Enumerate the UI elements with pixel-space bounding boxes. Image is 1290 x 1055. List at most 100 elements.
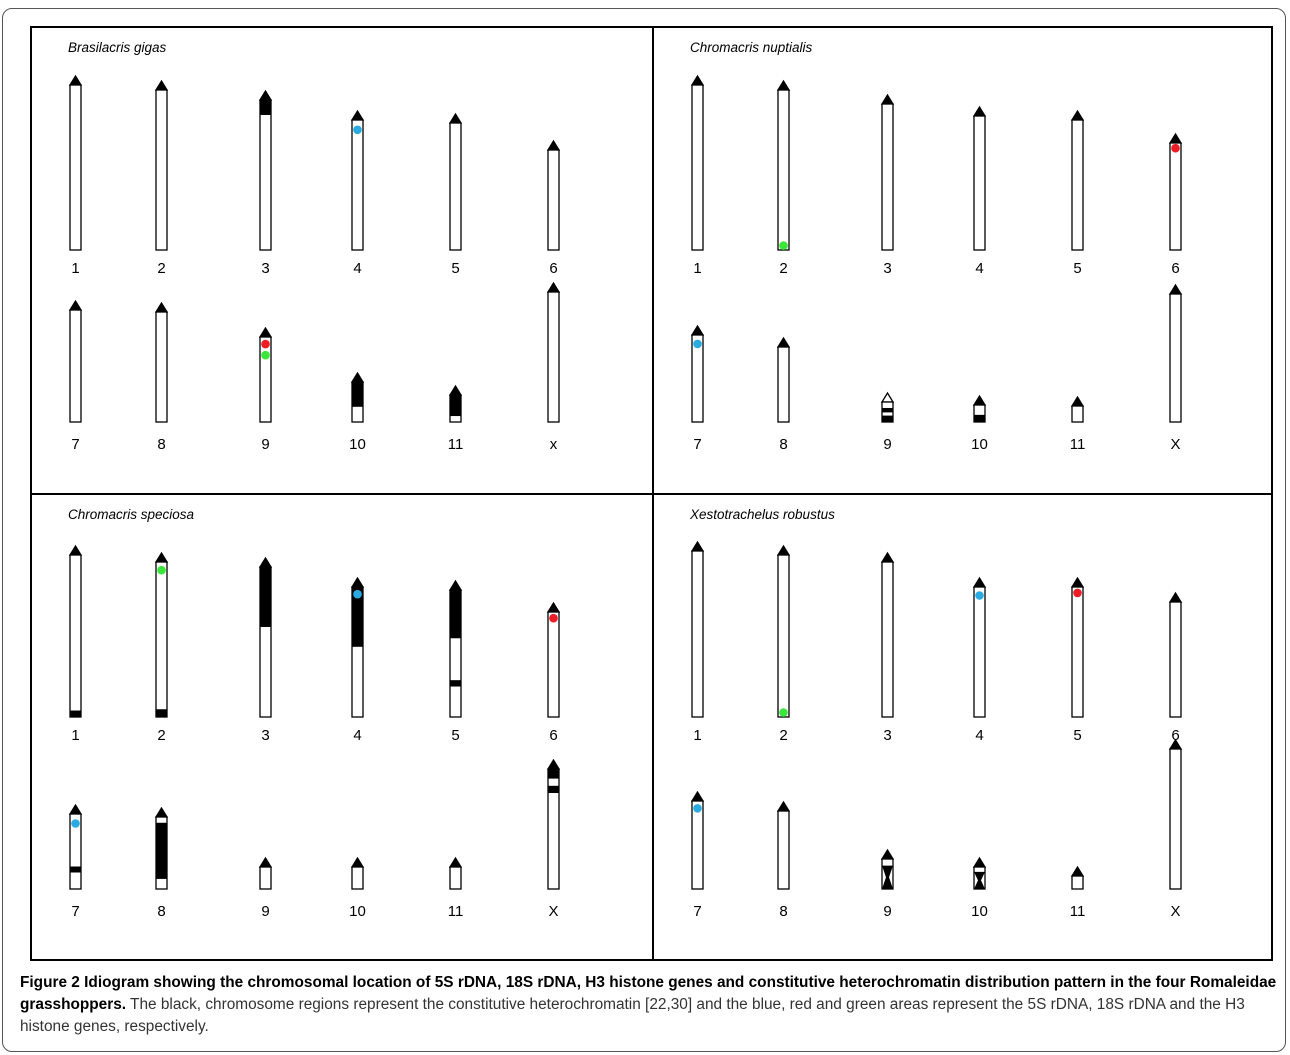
chromosome-label: 10 [349, 436, 366, 453]
chromosome-1 [68, 544, 83, 718]
centromere-tip [690, 540, 705, 552]
chromosome-5 [448, 112, 463, 251]
panel-title: Xestotrachelus robustus [690, 507, 835, 522]
chromosome-body [259, 866, 272, 890]
centromere-tip [546, 139, 561, 151]
centromere-tip [68, 299, 83, 311]
chromosome-label: 5 [451, 727, 460, 744]
chromosome-X [1168, 738, 1183, 890]
chromosome-3 [258, 556, 273, 718]
centromere-tip [972, 394, 987, 406]
chromosome-label: 5 [1073, 260, 1082, 277]
chromosome-7 [68, 299, 83, 423]
heterochromatin-band [70, 710, 81, 717]
heterochromatin-band [260, 567, 271, 627]
centromere-tip [350, 576, 365, 588]
chromosome-label: X [1170, 436, 1181, 453]
chromosome-label: 6 [549, 727, 558, 744]
chromosome-x [546, 281, 561, 423]
heterochromatin-hourglass [974, 871, 985, 889]
signal-red [1171, 143, 1180, 153]
figure-caption: Figure 2 Idiogram showing the chromosoma… [20, 972, 1282, 1038]
signal-green [779, 241, 788, 250]
chromosome-body [777, 554, 790, 718]
chromosome-body [1071, 405, 1084, 423]
chromosome-label: 5 [451, 260, 460, 277]
centromere-tip [448, 579, 463, 591]
chromosome-label: 3 [261, 260, 270, 277]
chromosome-2 [154, 551, 169, 718]
chromosome-11 [1070, 865, 1085, 890]
chromosome-label: 2 [779, 260, 788, 277]
signal-red [549, 613, 558, 623]
idiogram-grid: Brasilacris gigas 1 2 3 4 5 6 7 8 9 10 11 x Chromac… [30, 26, 1273, 961]
centromere-tip [68, 544, 83, 556]
chromosome-body [973, 115, 986, 251]
panel-brasilacris-gigas: Brasilacris gigas 1 2 3 4 5 6 7 8 9 10 11 x [32, 28, 650, 492]
heterochromatin-band [70, 866, 81, 873]
chromosome-10 [350, 371, 365, 423]
heterochromatin-band [260, 100, 271, 115]
chromosome-8 [154, 806, 169, 890]
chromosome-body [547, 149, 560, 251]
chromosome-body [1071, 586, 1084, 718]
heterochromatin-band [156, 709, 167, 717]
chromosome-label: 1 [693, 260, 702, 277]
chromosome-label: 9 [261, 436, 270, 453]
chromosome-body [547, 611, 560, 718]
chromosome-body [69, 309, 82, 423]
centromere-tip [350, 109, 365, 121]
chromosome-body [691, 800, 704, 890]
chromosome-label: 7 [71, 903, 80, 920]
chromosome-label: 3 [883, 727, 892, 744]
chromosome-body [155, 311, 168, 423]
chromosome-label: 2 [779, 727, 788, 744]
centromere-tip [1168, 591, 1183, 603]
chromosome-label: 8 [157, 903, 166, 920]
centromere-tip [880, 551, 895, 563]
horizontal-divider [32, 493, 1271, 495]
chromosome-body [777, 89, 790, 251]
chromosome-X [546, 758, 561, 890]
chromosome-body [155, 89, 168, 251]
chromosome-label: 11 [447, 903, 464, 920]
heterochromatin-band [352, 382, 363, 407]
chromosome-1 [690, 74, 705, 251]
chromosome-body [691, 334, 704, 423]
panel-title: Chromacris nuptialis [690, 40, 813, 55]
chromosome-label: 5 [1073, 727, 1082, 744]
chromosome-label: 9 [883, 903, 892, 920]
chromosome-body [881, 103, 894, 251]
chromosome-body [691, 550, 704, 718]
signal-green [261, 350, 270, 360]
chromosome-body [881, 561, 894, 718]
chromosome-label: X [548, 903, 559, 920]
chromosome-label: 3 [883, 260, 892, 277]
chromosome-X [1168, 283, 1183, 423]
panel-title: Brasilacris gigas [68, 40, 167, 55]
chromosome-11 [448, 856, 463, 890]
chromosome-label: 4 [975, 727, 984, 744]
chromosome-body [1071, 119, 1084, 251]
caption-body: The black, chromosome regions represent … [20, 996, 1245, 1035]
heterochromatin-band [156, 822, 167, 879]
signal-blue [693, 803, 702, 813]
chromosome-body [1169, 601, 1182, 718]
centromere-tip [154, 551, 169, 563]
chromosome-11 [1070, 395, 1085, 423]
centromere-tip [972, 576, 987, 588]
centromere-tip [154, 79, 169, 91]
signal-blue [71, 819, 80, 828]
centromere-tip [776, 336, 791, 348]
centromere-tip [68, 74, 83, 86]
signal-green [157, 565, 166, 575]
heterochromatin-band [352, 587, 363, 647]
chromosome-body [1169, 142, 1182, 251]
idiogram-svg [68, 544, 561, 890]
chromosome-label: 4 [353, 260, 362, 277]
chromosome-body [777, 810, 790, 890]
chromosome-body [69, 813, 82, 890]
chromosome-label: 7 [71, 436, 80, 453]
centromere-tip [258, 326, 273, 338]
chromosome-label: 1 [71, 727, 80, 744]
